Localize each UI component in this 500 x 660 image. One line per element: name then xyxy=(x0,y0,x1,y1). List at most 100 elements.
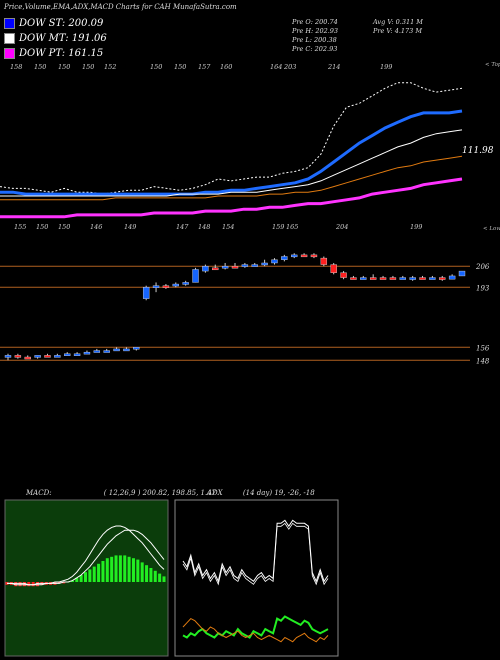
candle-body xyxy=(241,264,249,267)
di-plus-line xyxy=(182,615,329,639)
top-label: < Tops xyxy=(485,62,500,68)
top-label: 150 xyxy=(34,63,46,71)
ema-orange-line xyxy=(0,155,463,201)
macd-histogram-bar xyxy=(145,565,149,582)
candle-body xyxy=(182,282,189,285)
legend-swatch-white xyxy=(4,33,15,44)
top-label: 157 xyxy=(198,63,211,71)
adx-header: ADX (14 day) 19, -26, -18 xyxy=(207,489,315,497)
candle-body xyxy=(389,277,397,280)
legend-label-st: DOW ST: 200.09 xyxy=(19,18,104,29)
ema-short-line xyxy=(0,109,463,196)
macd-histogram-bar xyxy=(88,569,92,582)
macd-histogram-bar xyxy=(18,582,22,587)
macd-histogram-bar xyxy=(140,562,144,582)
macd-histogram-bar xyxy=(31,582,35,587)
top-label: 160 xyxy=(220,63,232,71)
bottom-label: 149 xyxy=(124,223,136,231)
legend-swatch-blue xyxy=(4,18,15,29)
candle-body xyxy=(202,266,209,272)
bottom-label: 159 xyxy=(272,223,284,231)
bottom-label: 150 xyxy=(36,223,48,231)
di-minus-line xyxy=(182,617,329,643)
candle-body xyxy=(83,351,91,355)
bottom-label: 165 xyxy=(286,223,298,231)
ema-value-label: 111.98 xyxy=(462,146,494,156)
macd-histogram-bar xyxy=(136,559,140,582)
macd-params: ( 12,26,9 ) 200.82, 198.85, 1.47 xyxy=(103,489,217,497)
macd-histogram-bar xyxy=(149,568,153,582)
adx-line xyxy=(182,522,329,586)
adx-line xyxy=(182,519,329,583)
macd-histogram-bar xyxy=(97,563,101,582)
candle-body xyxy=(44,355,51,358)
macd-histogram-bar xyxy=(123,555,127,582)
adx-params: (14 day) 19, -26, -18 xyxy=(242,489,315,497)
top-label: 214 xyxy=(327,63,340,71)
macd-histogram-bar xyxy=(153,570,157,582)
legend-dow-mt: DOW MT: 191.06 xyxy=(4,33,107,44)
legend-dow-pt: DOW PT: 161.15 xyxy=(4,48,103,59)
top-label: 150 xyxy=(150,63,162,71)
candle-body xyxy=(399,277,406,280)
macd-histogram-bar xyxy=(22,582,26,587)
ema-long-line xyxy=(0,177,463,219)
ohlc-open: Pre O: 200.74 xyxy=(292,18,338,26)
macd-histogram-bar xyxy=(36,582,40,587)
top-label: 158 xyxy=(10,63,22,71)
candle-body xyxy=(300,254,308,258)
candle-body xyxy=(142,287,150,299)
candle-body xyxy=(409,277,416,280)
legend-label-pt: DOW PT: 161.15 xyxy=(19,48,104,59)
candle-body xyxy=(360,277,367,280)
candle-body xyxy=(212,267,219,271)
macd-histogram-bar xyxy=(75,577,79,582)
candle-body xyxy=(24,356,31,360)
macd-histogram-bar xyxy=(70,580,74,582)
bottom-label: 199 xyxy=(410,223,422,231)
candle-body xyxy=(448,275,456,280)
candle-body xyxy=(350,277,357,280)
bottom-label: 148 xyxy=(198,223,210,231)
candle-body xyxy=(261,262,268,266)
macd-signal-line xyxy=(7,529,165,586)
macd-histogram-bar xyxy=(110,556,114,582)
macd-histogram-bar xyxy=(118,555,122,582)
candle-body xyxy=(271,259,278,264)
candle-body xyxy=(419,277,426,280)
candle-body xyxy=(172,283,179,287)
top-label: 164 xyxy=(270,63,282,71)
candle-body xyxy=(310,254,318,258)
candle-body xyxy=(113,348,120,352)
top-label: 199 xyxy=(380,63,392,71)
candle-body xyxy=(340,272,347,278)
candle-body xyxy=(93,350,101,353)
macd-histogram-bar xyxy=(131,558,135,582)
candle-body xyxy=(103,350,110,353)
level-label: 156 xyxy=(476,344,490,352)
macd-histogram-bar xyxy=(79,575,83,582)
top-label: 150 xyxy=(58,63,70,71)
ohlc-low: Pre L: 200.38 xyxy=(292,36,337,44)
candle-body xyxy=(64,353,71,356)
top-label: 152 xyxy=(104,63,116,71)
candle-body xyxy=(162,285,170,288)
candle-body xyxy=(251,264,258,267)
macd-header: MACD: ( 12,26,9 ) 200.82, 198.85, 1.47 xyxy=(26,489,216,497)
legend-swatch-magenta xyxy=(4,48,15,59)
candle-body xyxy=(281,256,288,260)
macd-histogram-bar xyxy=(158,573,162,582)
candle-body xyxy=(458,270,466,277)
candle-body xyxy=(73,353,81,356)
bottom-label: 204 xyxy=(335,223,348,231)
legend-label-mt: DOW MT: 191.06 xyxy=(19,33,107,44)
chart-title: Price,Volume,EMA,ADX,MACD Charts for CAH… xyxy=(4,3,237,11)
macd-histogram-bar xyxy=(114,555,118,582)
candle-body xyxy=(54,355,61,358)
candle-body xyxy=(123,348,130,352)
candle-body xyxy=(14,355,22,358)
candle-body xyxy=(320,257,328,265)
candle-body xyxy=(369,277,377,280)
bottom-label: < Lows xyxy=(483,226,500,232)
candle-body xyxy=(439,277,446,280)
